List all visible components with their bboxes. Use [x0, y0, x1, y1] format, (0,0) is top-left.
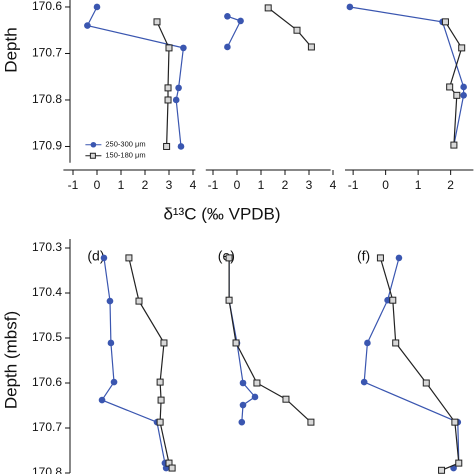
series-line: [228, 257, 312, 423]
data-point: [282, 395, 290, 403]
legend-label: 250-300 μm: [105, 140, 145, 149]
data-point: [157, 396, 165, 404]
data-point: [346, 3, 354, 11]
data-point: [180, 44, 187, 52]
data-point: [110, 378, 118, 386]
x-tick-label: 3: [306, 178, 313, 192]
x-tick-label: -1: [348, 178, 359, 192]
data-point: [376, 254, 384, 262]
data-point: [177, 143, 185, 150]
data-point: [225, 296, 233, 304]
y-tick-label: 170.7: [32, 46, 62, 60]
data-point: [106, 297, 114, 305]
y-tick-label: 170.9: [32, 139, 62, 153]
x-tick-label: 2: [447, 178, 454, 192]
y-tick-label: 170.8: [32, 92, 62, 106]
data-point: [422, 379, 430, 387]
x-tick-label: 1: [258, 178, 265, 192]
y-tick-label: 170.4: [32, 285, 62, 299]
data-point: [458, 44, 466, 52]
data-point: [156, 378, 164, 386]
data-point: [238, 418, 246, 426]
data-point: [451, 418, 459, 426]
data-point: [384, 296, 391, 304]
data-point: [175, 84, 182, 92]
data-point: [239, 401, 247, 409]
x-tick-label: 4: [330, 178, 337, 192]
data-point: [395, 254, 403, 262]
data-point: [100, 254, 108, 262]
y-axis-label: Depth: [1, 27, 20, 72]
y-tick-label: 170.7: [32, 420, 62, 434]
data-point: [232, 339, 240, 347]
data-point: [253, 379, 261, 387]
data-point: [441, 18, 449, 26]
data-point: [438, 466, 446, 474]
series-line: [128, 257, 173, 469]
x-tick-label: 0: [234, 178, 241, 192]
data-point: [446, 83, 454, 91]
legend-marker: [89, 152, 96, 159]
data-point: [153, 18, 161, 26]
data-point: [107, 339, 115, 347]
y-tick-label: 170.5: [32, 330, 62, 344]
data-point: [237, 17, 244, 25]
x-tick-label: 0: [382, 178, 389, 192]
data-point: [164, 84, 172, 92]
y-tick-label: 170.8: [32, 465, 62, 474]
x-tick-label: 1: [415, 178, 422, 192]
data-point: [93, 3, 101, 11]
x-tick-label: 3: [166, 178, 173, 192]
data-point: [453, 91, 461, 99]
data-point: [251, 393, 259, 401]
data-point: [389, 296, 397, 304]
y-tick-label: 170.3: [32, 240, 62, 254]
x-tick-label: 4: [190, 178, 197, 192]
y-axis-label: Depth (mbsf): [1, 311, 20, 409]
panel-label: (d): [87, 248, 104, 264]
data-point: [225, 254, 233, 262]
data-point: [264, 4, 272, 12]
data-point: [165, 44, 173, 52]
panel-label: (f): [357, 248, 370, 264]
x-tick-label: -1: [208, 178, 219, 192]
legend-marker: [90, 141, 97, 148]
data-point: [84, 22, 91, 29]
data-point: [160, 339, 168, 347]
data-point: [450, 141, 458, 149]
data-point: [135, 297, 143, 305]
x-tick-label: -1: [68, 178, 79, 192]
data-point: [239, 379, 247, 387]
x-tick-label: 1: [118, 178, 125, 192]
x-axis-label: δ¹³C (‰ VPDB): [163, 204, 280, 223]
y-tick-label: 170.6: [32, 0, 62, 13]
data-point: [293, 26, 301, 34]
data-point: [163, 142, 171, 150]
data-point: [460, 92, 467, 99]
series-line: [86, 6, 185, 147]
data-point: [156, 418, 164, 426]
x-tick-label: 0: [94, 178, 101, 192]
data-point: [364, 339, 371, 347]
data-point: [168, 464, 176, 472]
data-point: [307, 418, 315, 426]
legend-label: 150-180 μm: [105, 151, 145, 160]
data-point: [224, 12, 231, 20]
data-point: [360, 378, 368, 386]
data-point: [172, 96, 180, 104]
series-line: [101, 257, 167, 469]
data-point: [307, 43, 315, 51]
data-point: [392, 339, 400, 347]
data-point: [460, 83, 467, 91]
x-tick-label: 2: [142, 178, 149, 192]
data-point: [455, 459, 463, 467]
x-tick-label: 2: [282, 178, 289, 192]
data-point: [98, 396, 106, 404]
y-tick-label: 170.6: [32, 375, 62, 389]
data-point: [224, 43, 231, 51]
data-point: [164, 96, 172, 104]
data-point: [125, 254, 133, 262]
